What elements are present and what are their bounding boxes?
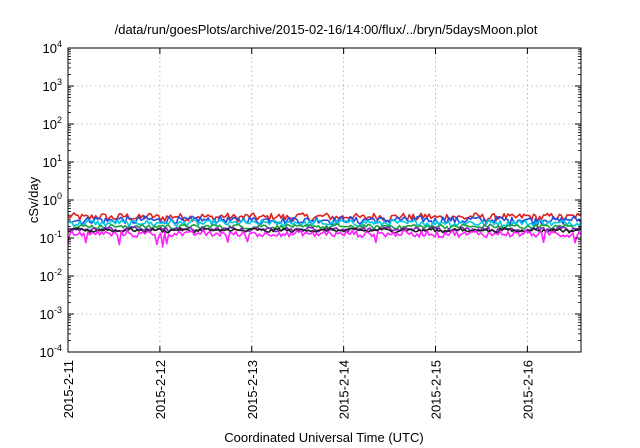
- y-tick-label: 10-2: [40, 267, 62, 284]
- series-line: [67, 229, 582, 248]
- y-tick-label: 10-1: [40, 229, 62, 246]
- y-tick-label: 102: [43, 115, 62, 132]
- y-tick-label: 103: [43, 77, 62, 94]
- y-tick-label: 101: [43, 153, 62, 170]
- x-tick-label: 2015-2-14: [337, 360, 352, 419]
- series-line: [67, 218, 582, 228]
- y-axis-ticks: 10-4 10-3 10-2 10-1 100 101 102 103 104: [40, 39, 581, 360]
- y-tick-label: 104: [43, 39, 62, 56]
- x-tick-label: 2015-2-16: [520, 360, 535, 419]
- x-axis-label: Coordinated Universal Time (UTC): [224, 430, 423, 445]
- y-axis-label: cSv/day: [26, 176, 41, 223]
- x-tick-label: 2015-2-12: [153, 360, 168, 419]
- chart-title: /data/run/goesPlots/archive/2015-02-16/1…: [115, 22, 538, 37]
- series-line: [67, 215, 582, 226]
- series-line: [67, 223, 582, 231]
- y-tick-label: 100: [43, 191, 62, 208]
- series-group: [67, 212, 582, 248]
- series-line: [67, 227, 582, 234]
- grid-lines: [67, 48, 581, 352]
- x-tick-label: 2015-2-15: [429, 360, 444, 419]
- y-tick-label: 10-4: [40, 343, 62, 360]
- x-tick-label: 2015-2-13: [245, 360, 260, 419]
- x-tick-label: 2015-2-11: [61, 360, 76, 418]
- y-tick-label: 10-3: [40, 305, 62, 322]
- x-axis-ticks: 2015-2-11 2015-2-12 2015-2-13 2015-2-14 2015…: [61, 48, 535, 419]
